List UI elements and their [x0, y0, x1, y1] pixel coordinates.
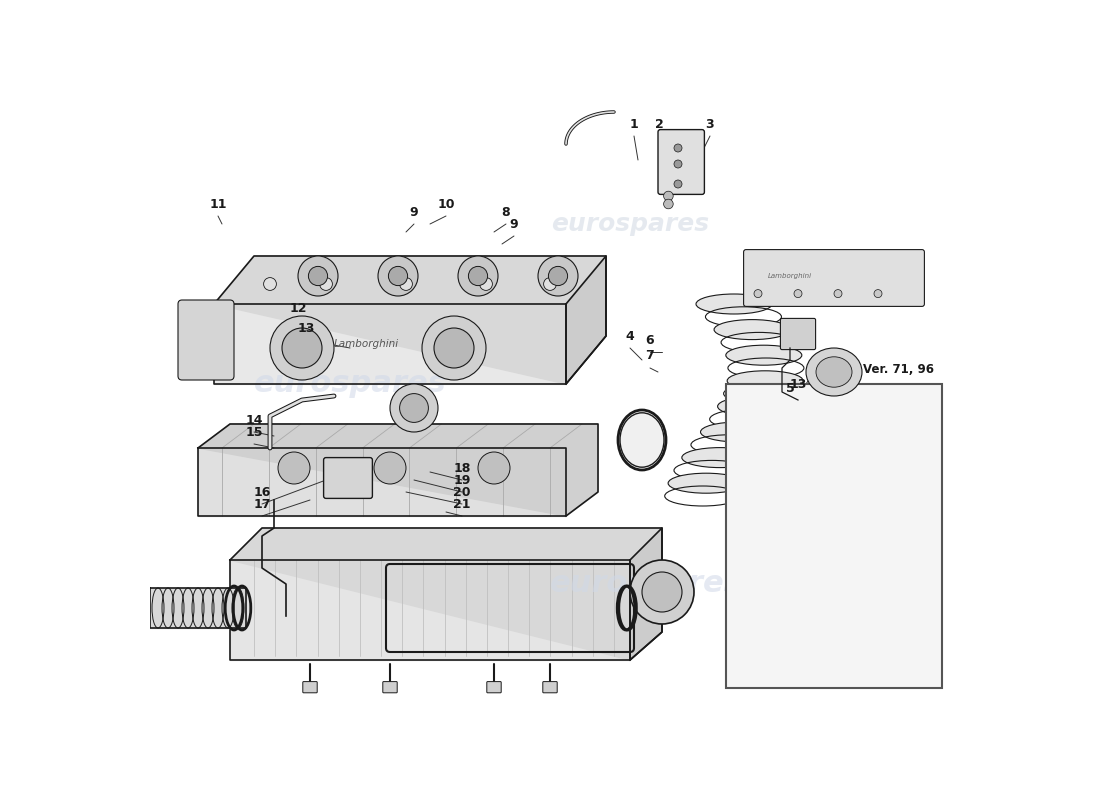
Ellipse shape	[701, 422, 777, 442]
FancyBboxPatch shape	[780, 318, 815, 350]
Polygon shape	[630, 528, 662, 660]
FancyBboxPatch shape	[658, 130, 704, 194]
Text: 9: 9	[409, 206, 418, 218]
Polygon shape	[566, 256, 606, 384]
Circle shape	[374, 452, 406, 484]
Circle shape	[674, 180, 682, 188]
Text: eurospares: eurospares	[551, 212, 710, 236]
Circle shape	[834, 290, 842, 298]
Circle shape	[388, 266, 408, 286]
Circle shape	[754, 290, 762, 298]
Circle shape	[543, 278, 557, 290]
Polygon shape	[198, 424, 598, 516]
Circle shape	[320, 278, 332, 290]
FancyBboxPatch shape	[178, 300, 234, 380]
Circle shape	[390, 384, 438, 432]
Ellipse shape	[806, 348, 862, 396]
Text: 10: 10	[438, 198, 454, 210]
Circle shape	[549, 266, 568, 286]
Ellipse shape	[620, 413, 664, 467]
Circle shape	[298, 256, 338, 296]
Text: 3: 3	[706, 118, 714, 130]
Text: eurospares: eurospares	[254, 370, 447, 398]
Circle shape	[282, 328, 322, 368]
Circle shape	[278, 452, 310, 484]
Ellipse shape	[696, 294, 772, 314]
Text: 2: 2	[656, 118, 664, 130]
Text: Ver. 71, 96: Ver. 71, 96	[864, 363, 934, 376]
Ellipse shape	[682, 448, 758, 467]
Text: 20: 20	[453, 486, 471, 498]
FancyBboxPatch shape	[744, 250, 924, 306]
Text: 17: 17	[253, 498, 271, 510]
Text: eurospares: eurospares	[287, 428, 446, 452]
Text: 12: 12	[289, 302, 307, 314]
Text: 5: 5	[785, 382, 794, 394]
Polygon shape	[198, 448, 566, 516]
Text: 6: 6	[646, 334, 654, 346]
Circle shape	[674, 144, 682, 152]
Circle shape	[630, 560, 694, 624]
Circle shape	[458, 256, 498, 296]
Ellipse shape	[816, 357, 853, 387]
Text: 9: 9	[509, 218, 518, 230]
Ellipse shape	[668, 473, 744, 493]
FancyBboxPatch shape	[302, 682, 317, 693]
Circle shape	[663, 199, 673, 209]
Text: Lamborghini: Lamborghini	[768, 273, 812, 279]
Text: 4: 4	[626, 330, 635, 342]
Polygon shape	[214, 304, 566, 384]
Text: 11: 11	[209, 198, 227, 210]
Ellipse shape	[714, 319, 790, 339]
Circle shape	[642, 572, 682, 612]
FancyBboxPatch shape	[383, 682, 397, 693]
Circle shape	[399, 394, 428, 422]
Circle shape	[264, 278, 276, 290]
Text: 16: 16	[253, 486, 271, 498]
Ellipse shape	[727, 370, 803, 390]
Text: 8: 8	[502, 206, 510, 218]
Circle shape	[794, 290, 802, 298]
Circle shape	[663, 191, 673, 201]
Text: 7: 7	[646, 350, 654, 362]
Circle shape	[422, 316, 486, 380]
Circle shape	[399, 278, 412, 290]
Circle shape	[674, 160, 682, 168]
Polygon shape	[230, 528, 662, 660]
Circle shape	[270, 316, 334, 380]
Polygon shape	[150, 588, 246, 628]
Circle shape	[874, 290, 882, 298]
Ellipse shape	[717, 396, 793, 416]
Text: 13: 13	[790, 378, 806, 390]
FancyBboxPatch shape	[542, 682, 558, 693]
Text: 14: 14	[245, 414, 263, 426]
Polygon shape	[214, 256, 606, 384]
FancyBboxPatch shape	[487, 682, 502, 693]
Circle shape	[538, 256, 578, 296]
FancyBboxPatch shape	[726, 384, 942, 688]
Text: eurospares: eurospares	[550, 570, 742, 598]
Circle shape	[434, 328, 474, 368]
Ellipse shape	[726, 345, 802, 365]
Polygon shape	[230, 560, 630, 660]
Text: 21: 21	[453, 498, 471, 510]
Text: 13: 13	[297, 322, 315, 334]
Text: 19: 19	[453, 474, 471, 486]
Text: 18: 18	[453, 462, 471, 474]
Circle shape	[480, 278, 493, 290]
Text: 1: 1	[629, 118, 638, 130]
Circle shape	[478, 452, 510, 484]
Text: Lamborghini: Lamborghini	[333, 339, 398, 349]
Circle shape	[378, 256, 418, 296]
FancyBboxPatch shape	[323, 458, 373, 498]
Circle shape	[308, 266, 328, 286]
Circle shape	[469, 266, 487, 286]
Text: 15: 15	[245, 426, 263, 438]
